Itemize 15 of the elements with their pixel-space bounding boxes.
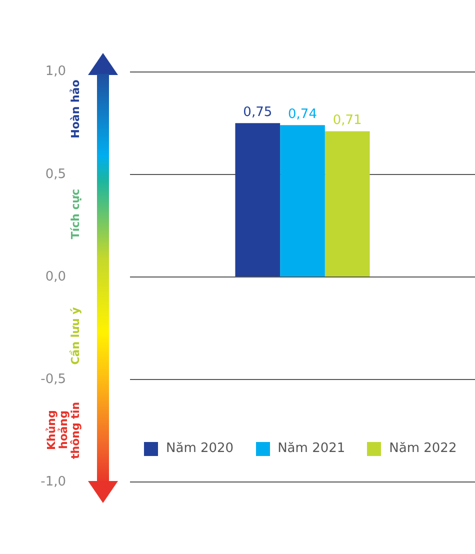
text: 0,75 [243,104,272,120]
text: 0,71 [332,113,362,128]
y-tick-label: 1,0 [45,64,66,80]
legend-label: Năm 2021 [278,441,346,456]
legend-label: Năm 2020 [166,441,234,456]
y-tick-label: -1,0 [40,474,66,490]
y-tick-label: 0,5 [45,166,66,182]
text: Hoàn hảo [69,79,82,138]
text: 0,74 [288,107,317,122]
text: Tích cực [69,188,82,239]
y-tick-label: -0,5 [40,372,66,387]
text: Cần lưu ý [69,307,82,365]
legend-label: Năm 2022 [389,441,457,456]
text: Khủng hoảng thông tin [45,400,82,461]
y-tick-label: 0,0 [45,269,66,284]
